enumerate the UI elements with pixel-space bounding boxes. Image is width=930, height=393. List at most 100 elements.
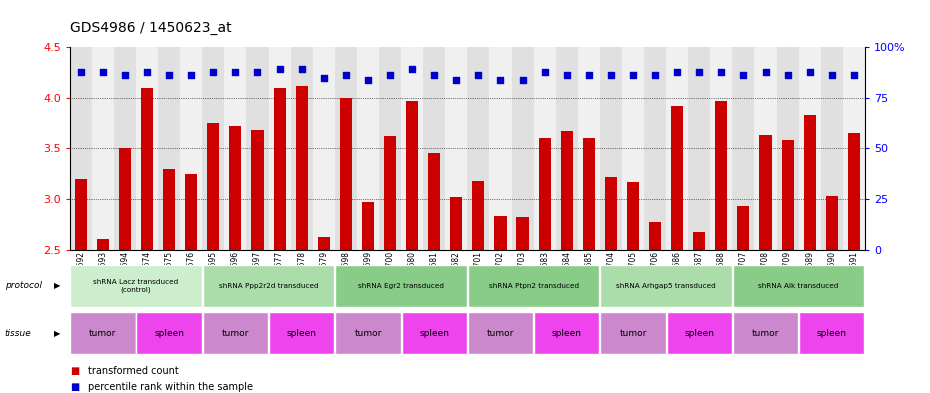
Text: percentile rank within the sample: percentile rank within the sample bbox=[88, 382, 253, 392]
Bar bbox=[693, 232, 705, 250]
Text: tumor: tumor bbox=[354, 329, 381, 338]
Bar bbox=[74, 179, 86, 250]
Point bbox=[140, 69, 154, 75]
Bar bbox=[92, 47, 113, 250]
Point bbox=[803, 69, 817, 75]
Bar bbox=[290, 47, 312, 250]
Bar bbox=[119, 148, 131, 250]
Bar bbox=[97, 239, 109, 250]
Bar bbox=[489, 47, 512, 250]
Text: tissue: tissue bbox=[5, 329, 32, 338]
Point bbox=[73, 69, 88, 75]
Bar bbox=[733, 265, 865, 307]
Bar bbox=[318, 237, 330, 250]
Bar bbox=[158, 47, 180, 250]
Point bbox=[117, 72, 132, 79]
Bar bbox=[555, 47, 578, 250]
Point bbox=[515, 76, 530, 83]
Bar bbox=[335, 312, 401, 354]
Point bbox=[780, 72, 795, 79]
Bar bbox=[688, 47, 711, 250]
Point bbox=[294, 66, 309, 73]
Point bbox=[361, 76, 376, 83]
Text: ■: ■ bbox=[70, 366, 79, 376]
Bar bbox=[799, 312, 865, 354]
Bar bbox=[826, 196, 838, 250]
Bar bbox=[335, 47, 357, 250]
Text: protocol: protocol bbox=[5, 281, 42, 290]
Bar bbox=[820, 47, 843, 250]
Bar bbox=[163, 169, 175, 250]
Bar bbox=[202, 47, 224, 250]
Bar bbox=[561, 131, 573, 250]
Bar bbox=[445, 47, 467, 250]
Bar bbox=[622, 47, 644, 250]
Bar bbox=[468, 265, 600, 307]
Point bbox=[427, 72, 442, 79]
Point bbox=[493, 76, 508, 83]
Bar bbox=[401, 47, 423, 250]
Point bbox=[272, 66, 287, 73]
Point bbox=[96, 69, 111, 75]
Point bbox=[206, 69, 220, 75]
Text: tumor: tumor bbox=[486, 329, 514, 338]
Point bbox=[339, 72, 353, 79]
Point bbox=[449, 76, 464, 83]
Bar bbox=[269, 312, 335, 354]
Bar bbox=[666, 47, 688, 250]
Bar bbox=[423, 47, 445, 250]
Bar bbox=[113, 47, 136, 250]
Bar bbox=[804, 115, 816, 250]
Bar bbox=[644, 47, 666, 250]
Point bbox=[758, 69, 773, 75]
Bar bbox=[384, 136, 396, 250]
Bar bbox=[733, 312, 798, 354]
Bar bbox=[468, 312, 533, 354]
Point bbox=[559, 72, 574, 79]
Bar bbox=[406, 101, 419, 250]
Bar bbox=[136, 47, 158, 250]
Bar bbox=[711, 47, 732, 250]
Bar bbox=[534, 47, 555, 250]
Bar bbox=[70, 265, 202, 307]
Text: transformed count: transformed count bbox=[88, 366, 179, 376]
Text: shRNA Lacz transduced
(control): shRNA Lacz transduced (control) bbox=[93, 279, 179, 293]
Bar bbox=[781, 140, 793, 250]
Bar bbox=[600, 265, 732, 307]
Bar bbox=[534, 312, 600, 354]
Bar bbox=[246, 47, 269, 250]
Bar bbox=[137, 312, 202, 354]
Bar bbox=[649, 222, 661, 250]
Bar bbox=[70, 312, 136, 354]
Point bbox=[162, 72, 177, 79]
Bar bbox=[754, 47, 777, 250]
Point bbox=[824, 72, 839, 79]
Bar bbox=[843, 47, 865, 250]
Bar bbox=[848, 133, 860, 250]
Bar bbox=[203, 312, 268, 354]
Text: shRNA Egr2 transduced: shRNA Egr2 transduced bbox=[358, 283, 444, 289]
Text: spleen: spleen bbox=[551, 329, 582, 338]
Bar bbox=[516, 217, 528, 250]
Bar bbox=[450, 197, 462, 250]
Bar bbox=[312, 47, 335, 250]
Bar bbox=[671, 106, 684, 250]
Bar bbox=[273, 88, 286, 250]
Bar bbox=[207, 123, 219, 250]
Bar bbox=[667, 312, 732, 354]
Point bbox=[316, 74, 331, 81]
Bar bbox=[583, 138, 595, 250]
Text: shRNA Alk transduced: shRNA Alk transduced bbox=[759, 283, 839, 289]
Bar bbox=[203, 265, 335, 307]
Point bbox=[736, 72, 751, 79]
Bar bbox=[185, 174, 197, 250]
Bar bbox=[362, 202, 374, 250]
Point bbox=[184, 72, 199, 79]
Bar bbox=[70, 47, 92, 250]
Bar bbox=[715, 101, 727, 250]
Bar bbox=[538, 138, 551, 250]
Point bbox=[471, 72, 485, 79]
Text: shRNA Ptpn2 transduced: shRNA Ptpn2 transduced bbox=[488, 283, 578, 289]
Bar bbox=[777, 47, 799, 250]
Bar bbox=[224, 47, 246, 250]
